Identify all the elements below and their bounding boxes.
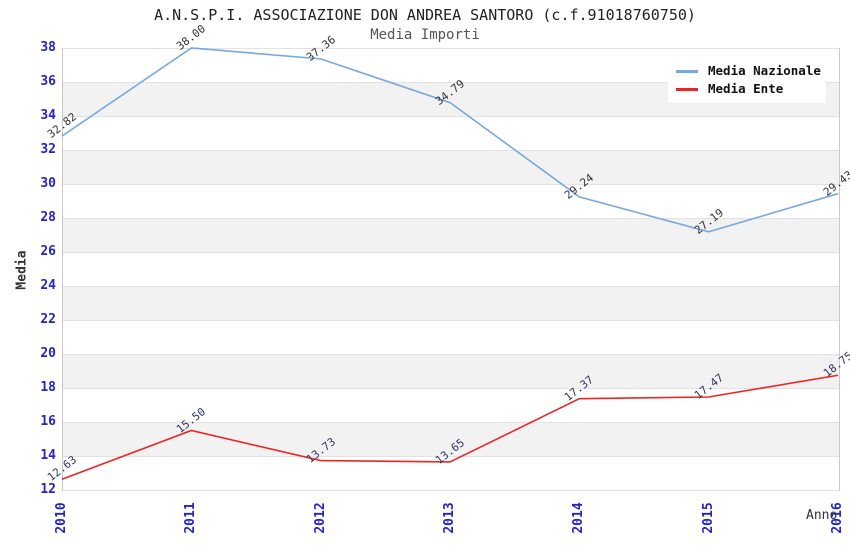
y-tick-label: 32 bbox=[40, 142, 56, 157]
plot-band bbox=[63, 286, 839, 320]
y-tick-label: 16 bbox=[40, 414, 56, 429]
y-tick-label: 26 bbox=[40, 244, 56, 259]
gridline bbox=[63, 456, 839, 457]
gridline bbox=[63, 82, 839, 83]
gridline bbox=[63, 48, 839, 49]
y-tick-label: 28 bbox=[40, 210, 56, 225]
x-axis-title: Anno bbox=[806, 508, 838, 523]
gridline bbox=[63, 490, 839, 491]
gridline bbox=[63, 286, 839, 287]
plot-band bbox=[63, 354, 839, 388]
legend-label-media-ente: Media Ente bbox=[708, 81, 784, 96]
plot-band bbox=[63, 388, 839, 422]
y-tick-label: 30 bbox=[40, 176, 56, 191]
y-tick-label: 20 bbox=[40, 346, 56, 361]
media-nazionale-line bbox=[61, 47, 839, 233]
y-tick-label: 22 bbox=[40, 312, 56, 327]
chart-title: A.N.S.P.I. ASSOCIAZIONE DON ANDREA SANTO… bbox=[154, 6, 696, 24]
y-tick-label: 34 bbox=[40, 108, 56, 123]
chart-subtitle: Media Importi bbox=[370, 27, 480, 43]
gridline bbox=[63, 320, 839, 321]
legend: Media Nazionale Media Ente bbox=[668, 56, 826, 103]
legend-item-media-ente: Media Ente bbox=[676, 80, 822, 98]
y-tick-label: 36 bbox=[40, 74, 56, 89]
gridline bbox=[63, 218, 839, 219]
plot-band bbox=[63, 218, 839, 252]
plot-band bbox=[63, 252, 839, 286]
media-ente-line bbox=[61, 374, 839, 481]
plot-band bbox=[63, 184, 839, 218]
plot-area bbox=[62, 48, 840, 491]
media-ente-line-marker-icon bbox=[676, 87, 698, 91]
gridline bbox=[63, 252, 839, 253]
y-tick-label: 38 bbox=[40, 40, 56, 55]
plot-band bbox=[63, 422, 839, 456]
y-tick-label: 14 bbox=[40, 448, 56, 463]
y-tick-label: 24 bbox=[40, 278, 56, 293]
y-tick-label: 12 bbox=[40, 482, 56, 497]
legend-label-media-nazionale: Media Nazionale bbox=[708, 63, 821, 78]
gridline bbox=[63, 388, 839, 389]
plot-band bbox=[63, 320, 839, 354]
gridline bbox=[63, 354, 839, 355]
y-tick-label: 18 bbox=[40, 380, 56, 395]
plot-band bbox=[63, 150, 839, 184]
legend-item-media-nazionale: Media Nazionale bbox=[676, 62, 822, 80]
gridline bbox=[63, 184, 839, 185]
plot-band bbox=[63, 116, 839, 150]
media-nazionale-line-marker-icon bbox=[676, 69, 698, 73]
gridline bbox=[63, 116, 839, 117]
gridline bbox=[63, 422, 839, 423]
gridline bbox=[63, 150, 839, 151]
